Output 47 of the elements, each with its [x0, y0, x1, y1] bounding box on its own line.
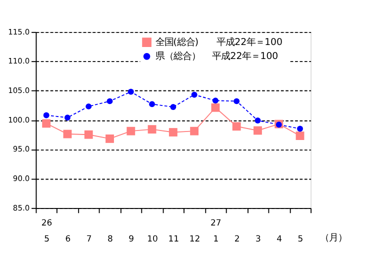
x-tick-label: 6	[65, 233, 71, 244]
point	[170, 104, 176, 110]
point	[296, 132, 304, 140]
x-tick-label: 27 1	[210, 217, 222, 244]
point	[254, 118, 261, 124]
x-tick-label: 26 5	[41, 217, 52, 244]
point	[211, 103, 220, 112]
x-tick-label: 8	[108, 233, 113, 244]
legend-label: 全国(総合) 平成22年＝100	[155, 37, 283, 48]
point	[106, 98, 113, 104]
y-tick-label: 115.0	[8, 27, 30, 36]
y-tick-label: 100.0	[8, 115, 30, 124]
point	[232, 122, 241, 131]
point	[84, 130, 93, 139]
point	[64, 114, 70, 121]
point	[149, 101, 156, 108]
x-tick-label: 4	[276, 233, 282, 244]
y-tick-label: 105.0	[8, 86, 30, 95]
point	[43, 112, 50, 118]
x-tick-label: 5	[298, 233, 304, 244]
x-tick-label: 3	[256, 233, 261, 244]
x-tick-label: 10	[147, 233, 158, 244]
x-axis-title: （月）	[320, 232, 347, 244]
point	[148, 125, 156, 134]
point	[190, 126, 199, 136]
y-tick-label: 110.0	[8, 56, 30, 66]
x-tick-label: 7	[86, 233, 92, 244]
point	[126, 126, 136, 136]
point	[128, 88, 134, 95]
x-tick-label: 9	[128, 233, 134, 244]
point	[191, 92, 198, 98]
legend-label: 県（総合） 平成22年＝100	[155, 51, 278, 62]
x-tick-label: 11	[168, 233, 180, 244]
point	[63, 130, 72, 138]
y-tick-label: 90.0	[12, 174, 30, 183]
point	[212, 98, 218, 104]
point	[254, 126, 262, 135]
y-tick-label: 85.0	[12, 203, 30, 212]
x-tick-label: 12	[189, 233, 200, 244]
point	[297, 126, 303, 132]
point	[86, 103, 92, 110]
point	[106, 134, 114, 143]
x-tick-label: 2	[234, 233, 240, 244]
point	[168, 128, 178, 136]
point	[42, 119, 51, 128]
point	[234, 98, 240, 104]
y-tick-label: 95.0	[12, 144, 30, 154]
